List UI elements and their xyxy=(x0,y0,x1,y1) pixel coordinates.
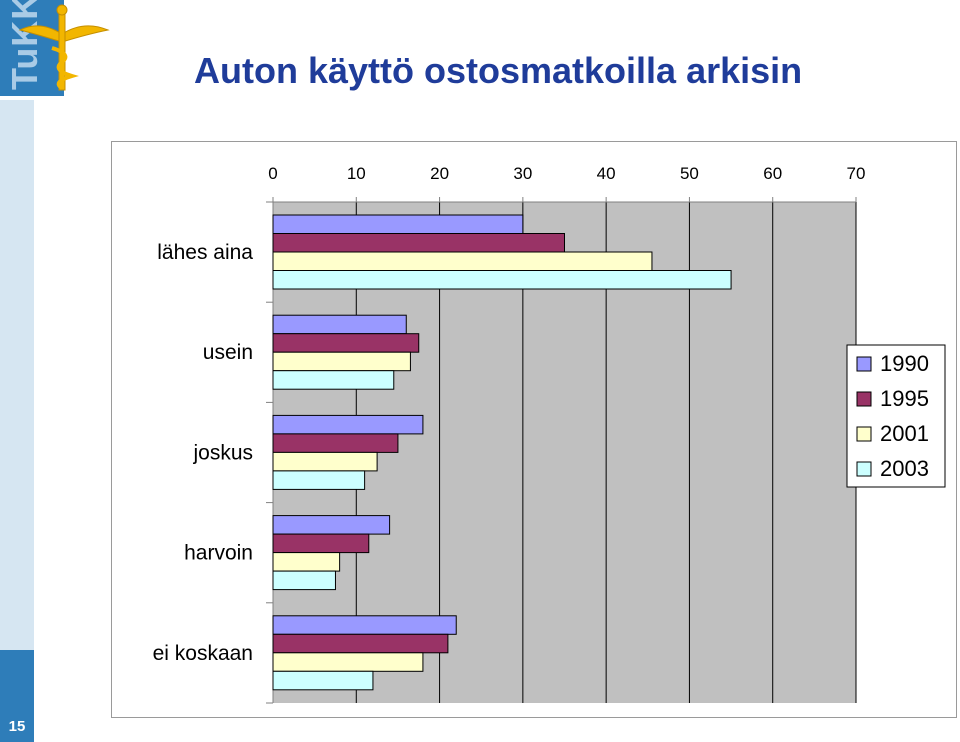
logo: TuKKK xyxy=(0,0,110,96)
bar-2001 xyxy=(272,251,653,271)
bar-2001 xyxy=(272,652,424,672)
page-number: 15 xyxy=(8,718,26,735)
legend-swatch xyxy=(856,461,872,477)
legend-label: 2001 xyxy=(880,421,929,446)
legend-swatch xyxy=(856,391,872,407)
legend-label: 1990 xyxy=(880,351,929,376)
category-label: usein xyxy=(203,341,253,364)
bar-2001 xyxy=(272,552,341,572)
bar-1995 xyxy=(272,533,370,554)
side-strip-bottom xyxy=(0,650,34,742)
legend-swatch xyxy=(856,356,872,372)
legend-label: 2003 xyxy=(880,456,929,481)
category-label: lähes aina xyxy=(157,241,253,264)
bar-1990 xyxy=(272,615,457,635)
bar-1990 xyxy=(272,414,424,435)
legend-label: 1995 xyxy=(880,386,929,411)
bar-1995 xyxy=(272,433,399,453)
x-tick-label: 50 xyxy=(680,164,699,183)
caduceus-icon xyxy=(18,4,110,91)
bar-2003 xyxy=(272,570,336,591)
slide-title: Auton käyttö ostosmatkoilla arkisin xyxy=(194,50,803,91)
x-tick-label: 0 xyxy=(268,164,277,183)
bar-2003 xyxy=(272,470,366,490)
legend-swatch xyxy=(856,426,872,442)
bar-2003 xyxy=(272,270,732,290)
category-label: joskus xyxy=(192,441,253,464)
bar-1990 xyxy=(272,314,407,335)
x-tick-label: 30 xyxy=(513,164,532,183)
bar-1995 xyxy=(272,333,420,353)
bar-2003 xyxy=(272,370,395,390)
bar-2003 xyxy=(272,670,374,691)
bar-1990 xyxy=(272,214,524,234)
x-tick-label: 60 xyxy=(763,164,782,183)
x-tick-label: 40 xyxy=(597,164,616,183)
side-strip xyxy=(0,100,34,650)
x-tick-label: 10 xyxy=(347,164,366,183)
bar-1990 xyxy=(272,515,391,535)
category-label: harvoin xyxy=(184,542,253,565)
x-tick-label: 20 xyxy=(430,164,449,183)
bar-2001 xyxy=(272,451,378,472)
x-tick-label: 70 xyxy=(847,164,866,183)
bar-2001 xyxy=(272,351,411,372)
category-label: ei koskaan xyxy=(153,642,253,665)
bar-1995 xyxy=(272,633,449,654)
bar-1995 xyxy=(272,233,565,253)
